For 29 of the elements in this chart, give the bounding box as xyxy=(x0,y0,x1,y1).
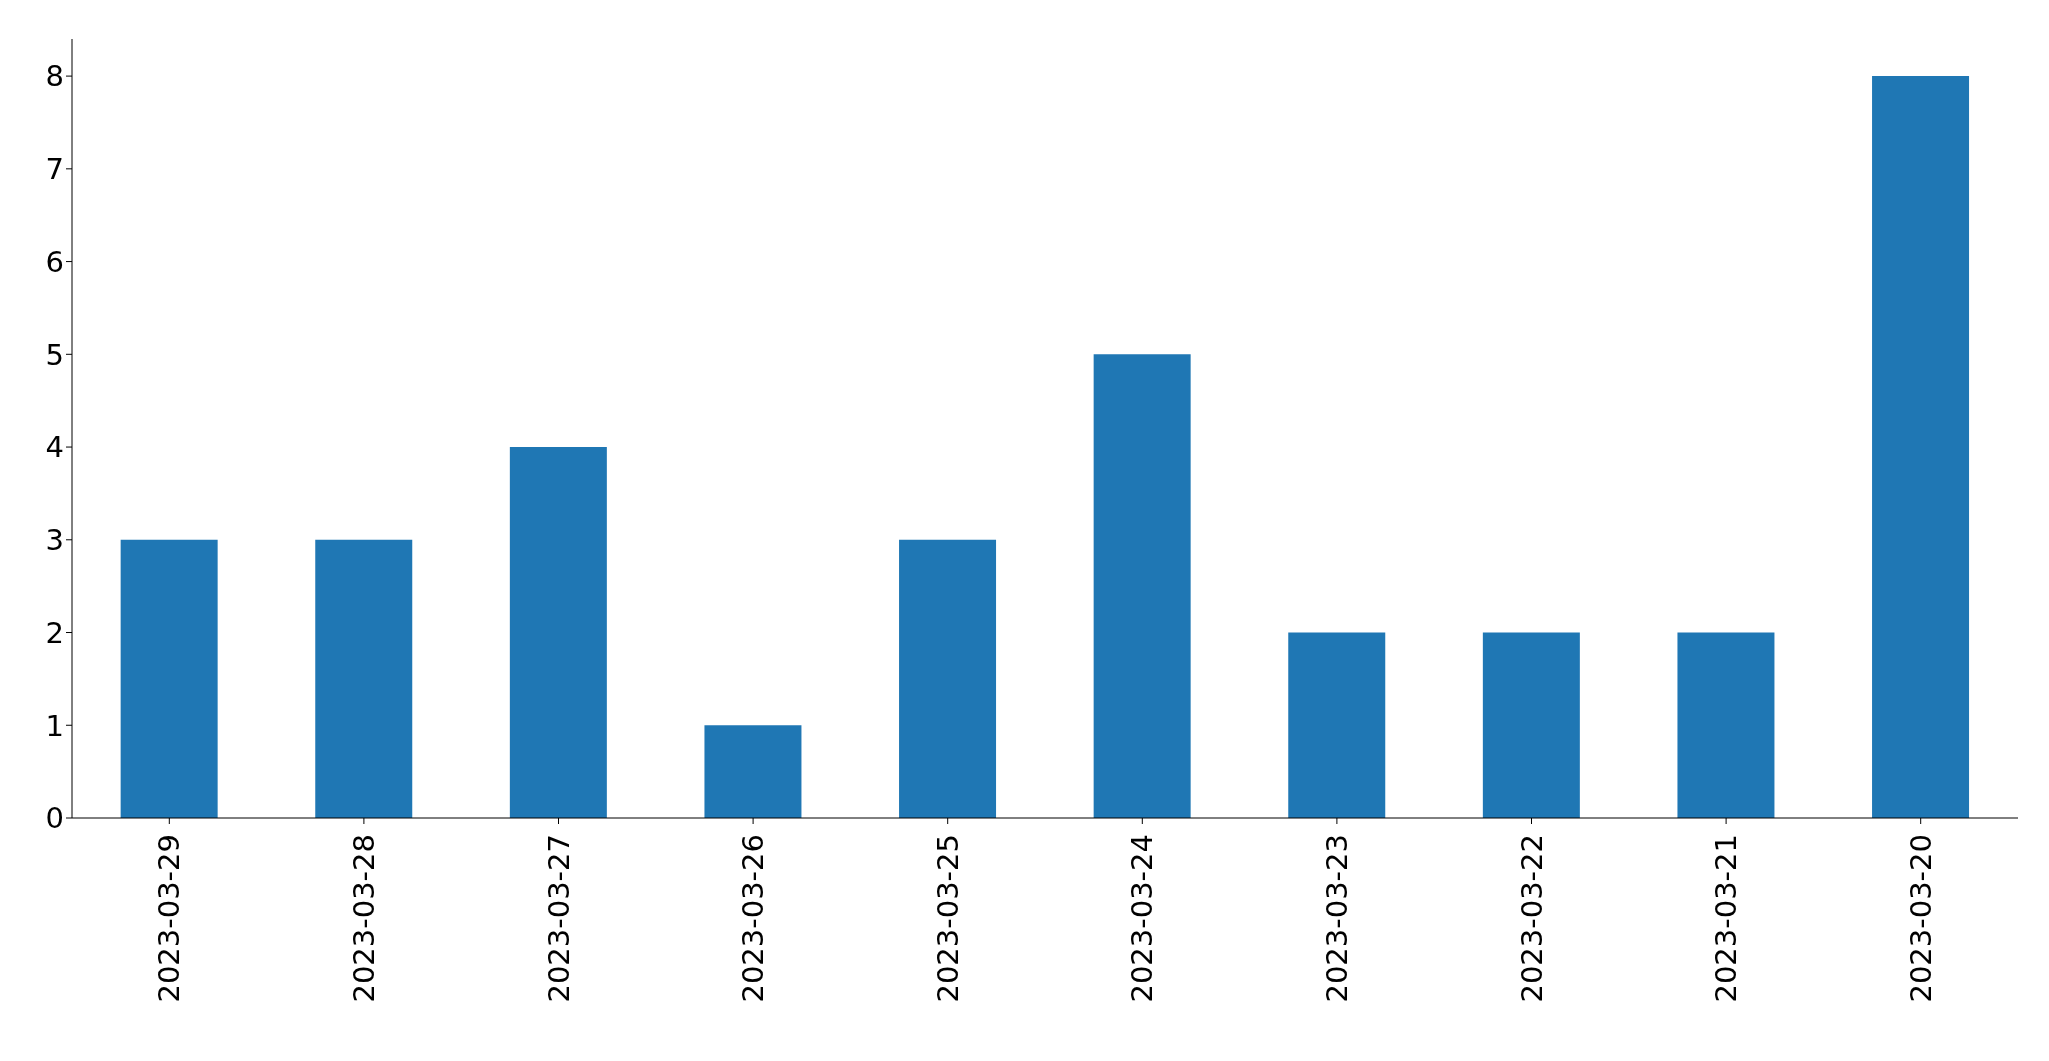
bar xyxy=(899,539,997,818)
bar xyxy=(1093,354,1191,818)
y-tick-label: 2 xyxy=(45,615,64,650)
y-tick-label: 6 xyxy=(45,244,64,279)
bar xyxy=(704,725,802,818)
x-tick-label: 2023-03-20 xyxy=(1903,834,1938,1003)
x-tick-label: 2023-03-28 xyxy=(347,834,382,1003)
bar xyxy=(1288,632,1386,818)
x-tick-label: 2023-03-24 xyxy=(1125,834,1160,1003)
x-tick-label: 2023-03-21 xyxy=(1709,834,1744,1003)
bar xyxy=(1872,76,1970,818)
y-tick-label: 7 xyxy=(45,152,64,187)
y-tick-label: 1 xyxy=(45,708,64,743)
bar xyxy=(120,539,218,818)
y-tick-label: 4 xyxy=(45,430,64,465)
x-tick-label: 2023-03-26 xyxy=(736,834,771,1003)
y-tick-label: 5 xyxy=(45,337,64,372)
y-tick-label: 8 xyxy=(45,59,64,94)
bar xyxy=(1482,632,1580,818)
y-tick-label: 3 xyxy=(45,523,64,558)
x-tick-label: 2023-03-25 xyxy=(930,834,965,1003)
y-tick-label: 0 xyxy=(45,801,64,836)
x-tick-label: 2023-03-27 xyxy=(541,834,576,1003)
x-tick-label: 2023-03-29 xyxy=(152,834,187,1003)
x-tick-label: 2023-03-22 xyxy=(1514,834,1549,1003)
bar xyxy=(509,447,607,818)
bar xyxy=(315,539,413,818)
bar xyxy=(1677,632,1775,818)
x-tick-label: 2023-03-23 xyxy=(1320,834,1355,1003)
